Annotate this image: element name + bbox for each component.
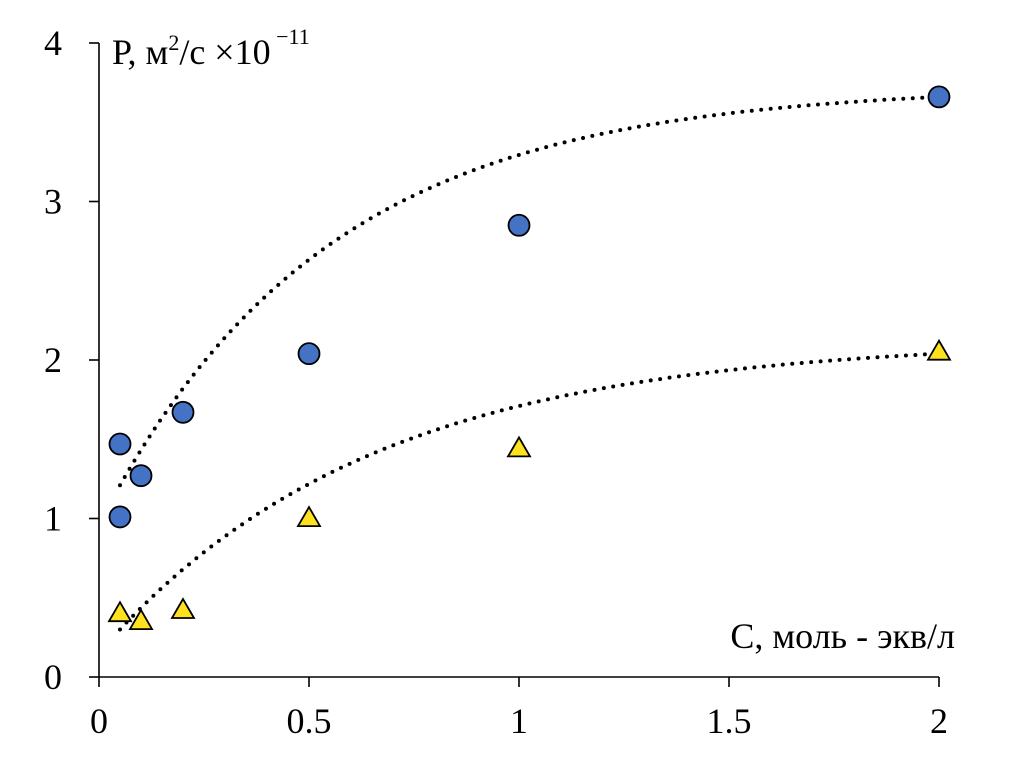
y-axis-title-sup-2: −11 [271,24,310,49]
triangle-marker [128,608,154,630]
y-tick-label: 3 [44,182,62,222]
triangle-marker [926,338,952,361]
data-markers [107,85,952,630]
triangle-marker [506,435,532,458]
y-axis-title-sup-1: 2 [168,30,179,55]
y-axis-title: Р, м2/с ×10 −11 [112,24,310,72]
y-tick-label: 2 [44,340,62,380]
y-ticks: 0 1 2 3 4 [44,23,99,697]
axes [98,43,939,678]
y-axis-title-mid: /с ×10 [179,32,270,72]
triangle-marker [107,600,133,623]
x-tick-label: 0.5 [287,701,332,741]
circle-marker [927,85,951,109]
y-tick-label: 4 [44,23,62,63]
circle-marker [129,464,153,488]
x-tick-label: 1.5 [707,701,752,741]
circle-marker [297,342,321,366]
circle-marker [171,400,195,424]
x-tick-label: 1 [510,701,528,741]
y-tick-label: 0 [44,657,62,697]
x-tick-label: 2 [930,701,948,741]
trendline-series-1 [118,94,941,488]
x-ticks: 0 0.5 1 1.5 2 [90,677,948,741]
y-tick-label: 1 [44,499,62,539]
trendlines [118,94,941,632]
circle-marker [108,505,132,529]
triangle-marker [170,597,196,619]
triangle-marker [296,505,322,527]
x-axis-title: С, моль - экв/л [730,616,955,656]
trendline-series-2 [118,351,941,632]
circle-marker [108,432,132,456]
y-axis-title-main: Р, м [112,32,168,72]
circle-marker [507,213,531,237]
x-tick-label: 0 [90,701,108,741]
